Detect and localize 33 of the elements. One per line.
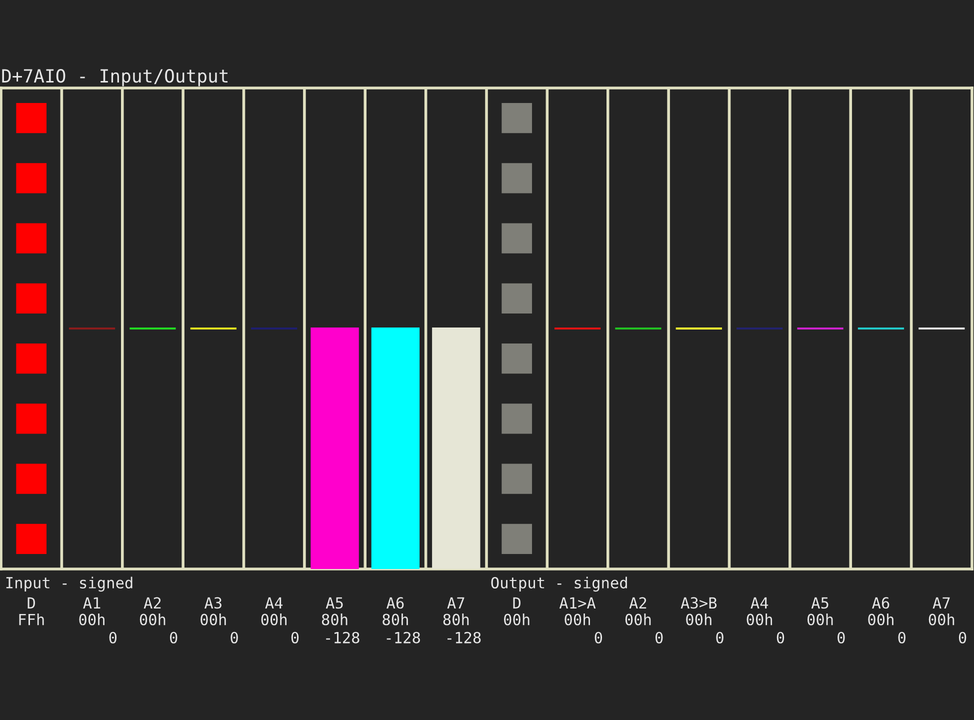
data-label: 0 (109, 632, 117, 644)
x-tick-label: A4 00h (261, 597, 287, 626)
x-tick-label: A4 00h (746, 597, 772, 626)
x-tick-label: A6 80h (382, 597, 408, 626)
x-tick-label: A1>A 00h (559, 597, 596, 626)
chart-title: D+7AIO - Input/Output (2, 69, 228, 86)
data-label: -128 (386, 632, 420, 644)
text: Input - signed (6, 576, 132, 592)
data-label: 0 (230, 632, 238, 644)
data-label: 0 (594, 632, 602, 644)
x-tick-label: A5 80h (322, 597, 348, 626)
data-label: 0 (776, 632, 784, 644)
data-label: 0 (170, 632, 178, 644)
x-tick-label: A2 00h (625, 597, 651, 626)
x-tick-label: D 00h (504, 597, 530, 626)
x-tick-label: A6 00h (868, 597, 894, 626)
data-label: -128 (326, 632, 360, 644)
text: Output - signed (491, 576, 627, 592)
data-label: 0 (716, 632, 724, 644)
x-tick-label: A3 00h (200, 597, 226, 626)
data-label: -128 (448, 632, 481, 644)
x-tick-label: A5 00h (807, 597, 833, 626)
data-label: 0 (958, 632, 966, 644)
x-tick-label: A2 00h (140, 597, 166, 626)
x-tick-label: A7 80h (443, 597, 469, 626)
x-tick-label: A1 00h (79, 597, 104, 626)
data-label: 0 (838, 632, 845, 644)
data-label: 0 (291, 632, 299, 644)
x-tick-label: D FFh (19, 597, 44, 626)
data-label: 0 (656, 632, 663, 644)
x-tick-label: A3>B 00h (680, 597, 717, 626)
data-label: 0 (898, 632, 906, 644)
x-tick-label: A7 00h (928, 597, 954, 626)
